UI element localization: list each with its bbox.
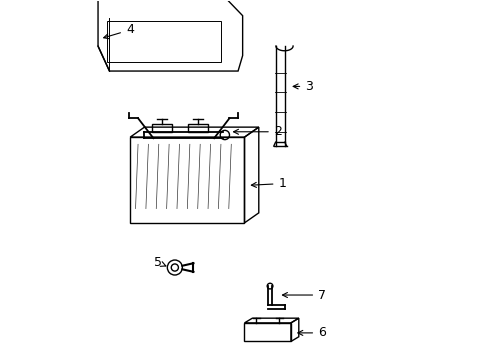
Text: 7: 7 (282, 288, 325, 302)
Text: 6: 6 (297, 327, 325, 339)
Text: 4: 4 (103, 23, 134, 39)
Text: 1: 1 (251, 177, 286, 190)
Text: 3: 3 (293, 80, 312, 93)
Text: 5: 5 (154, 256, 165, 269)
Text: 2: 2 (233, 125, 281, 138)
